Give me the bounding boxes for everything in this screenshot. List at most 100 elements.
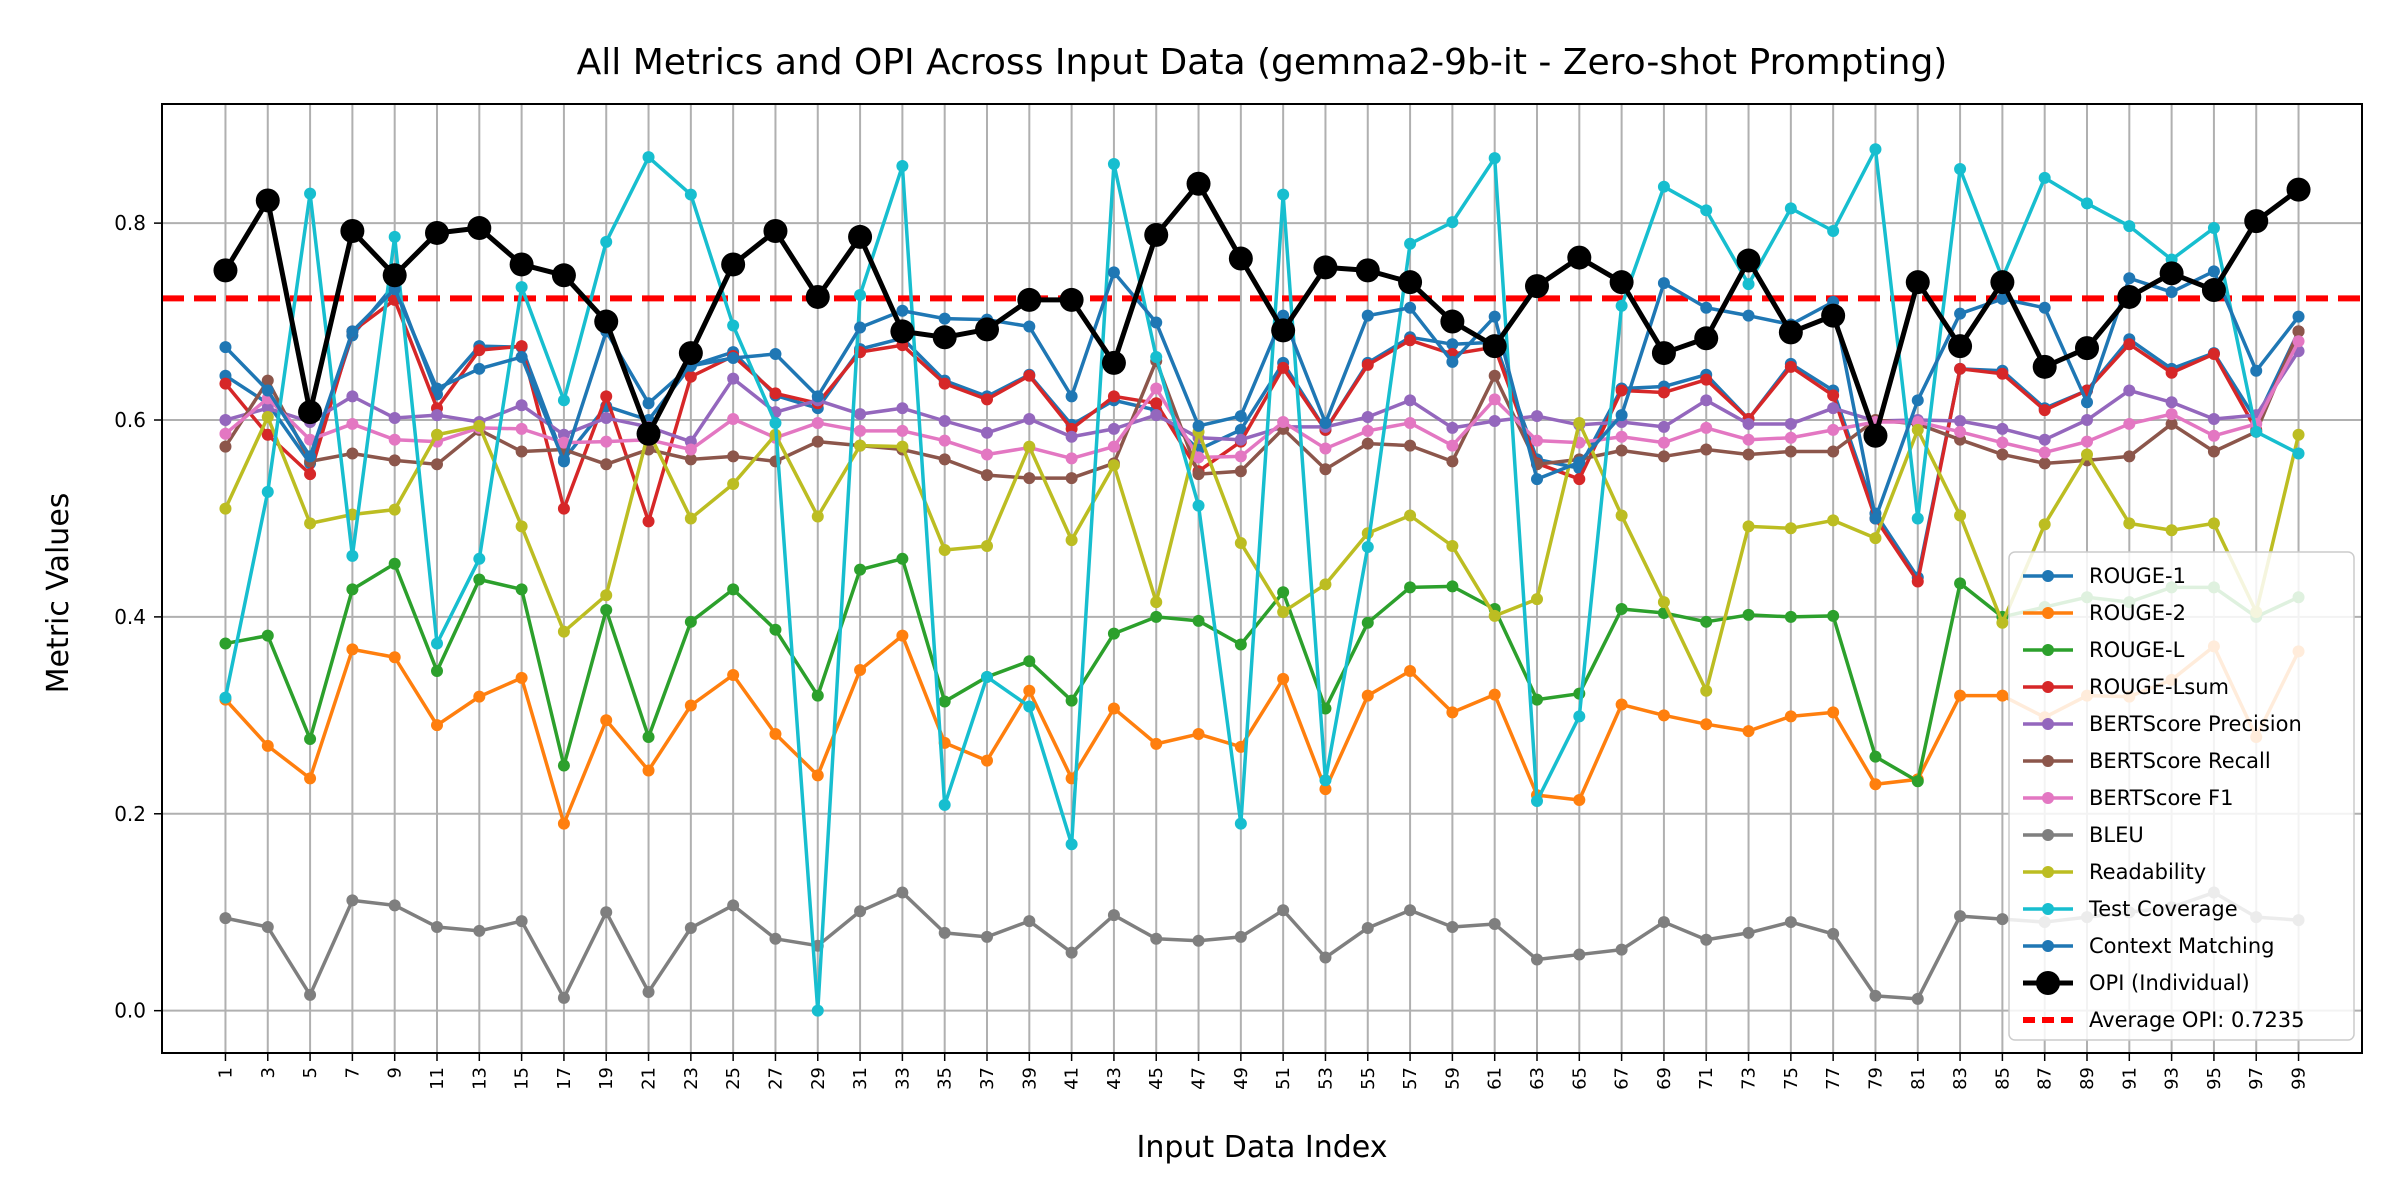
data-point-bertscore-f1: [2165, 408, 2178, 421]
data-point-bertscore-f1: [981, 448, 993, 461]
data-point-context-matching: [1023, 320, 1036, 333]
data-point-rouge-2: [346, 643, 359, 656]
data-point-rouge-l: [938, 695, 951, 708]
x-tick-label: 23: [681, 1067, 702, 1090]
data-point-test-coverage: [2038, 171, 2051, 184]
data-point-bertscore-recall: [1023, 472, 1036, 485]
x-tick-label: 31: [850, 1067, 871, 1090]
data-point-rouge-l: [1150, 610, 1163, 623]
data-point-bertscore-precision: [1700, 394, 1713, 407]
data-point-context-matching: [1657, 277, 1670, 290]
data-point-bertscore-precision: [938, 414, 951, 427]
data-point-bertscore-f1: [1827, 423, 1840, 436]
x-tick-label: 61: [1485, 1067, 1506, 1090]
x-tick-label: 99: [2289, 1067, 2310, 1090]
data-point-test-coverage: [1615, 299, 1628, 312]
data-point-bertscore-recall: [1192, 468, 1205, 481]
data-point-context-matching: [642, 397, 655, 410]
data-point-readability: [1023, 440, 1036, 453]
data-point-context-matching: [2038, 301, 2051, 314]
data-point-bleu: [938, 926, 951, 939]
data-point-bleu: [1827, 927, 1840, 940]
data-point-rouge-lsum: [1277, 361, 1290, 374]
data-point-bleu: [431, 920, 443, 933]
data-point-rouge-lsum: [1911, 575, 1924, 588]
data-point-rouge-lsum: [1784, 360, 1797, 373]
data-point-bertscore-precision: [854, 408, 867, 421]
data-point-rouge-lsum: [261, 428, 274, 441]
data-point-rouge-lsum: [1827, 389, 1840, 402]
data-point-opi-individual: [805, 284, 830, 309]
data-point-context-matching: [1319, 416, 1332, 429]
data-point-bertscore-f1: [1954, 425, 1967, 438]
data-point-readability: [2207, 517, 2220, 530]
data-point-opi-individual: [1271, 318, 1296, 343]
data-point-opi-individual: [1017, 287, 1042, 312]
data-point-bleu: [1531, 953, 1543, 966]
data-point-readability: [854, 439, 867, 452]
data-point-opi-individual: [2201, 278, 2226, 303]
data-point-rouge-l: [1023, 655, 1036, 668]
data-point-opi-individual: [636, 421, 661, 446]
data-point-readability: [981, 540, 993, 553]
data-point-context-matching: [1150, 316, 1163, 329]
data-point-readability: [600, 589, 613, 602]
data-point-rouge-l: [1192, 614, 1205, 627]
data-point-bleu: [727, 899, 740, 912]
x-tick-label: 19: [596, 1067, 617, 1090]
data-point-readability: [1107, 459, 1120, 472]
data-point-rouge-2: [1657, 709, 1670, 722]
legend-label-average-opi: Average OPI: 0.7235: [2089, 1008, 2305, 1032]
data-point-bertscore-precision: [1784, 417, 1797, 430]
data-point-rouge-2: [1615, 698, 1628, 711]
x-tick-label: 97: [2246, 1067, 2267, 1090]
data-point-bleu: [1657, 916, 1670, 929]
data-point-opi-individual: [721, 252, 746, 277]
data-point-rouge-2: [1150, 737, 1163, 750]
data-point-test-coverage: [261, 485, 274, 498]
data-point-bertscore-precision: [1531, 410, 1543, 423]
data-point-opi-individual: [509, 252, 534, 277]
x-tick-label: 65: [1569, 1067, 1590, 1090]
data-point-test-coverage: [304, 187, 317, 200]
data-point-readability: [811, 510, 824, 523]
data-point-context-matching: [1700, 301, 1713, 314]
data-point-readability: [1784, 522, 1797, 535]
data-point-rouge-lsum: [1615, 384, 1628, 397]
data-point-test-coverage: [1954, 162, 1967, 175]
data-point-bleu: [854, 905, 867, 918]
data-point-rouge-l: [1234, 638, 1247, 651]
data-point-bleu: [1234, 930, 1247, 943]
data-point-opi-individual: [975, 317, 999, 342]
data-point-rouge-2: [1784, 710, 1797, 723]
data-point-bertscore-recall: [2038, 457, 2051, 470]
data-point-context-matching: [896, 304, 909, 317]
data-point-test-coverage: [2123, 220, 2136, 233]
data-point-bertscore-f1: [2081, 435, 2093, 448]
data-point-bertscore-precision: [2165, 396, 2178, 409]
data-point-bleu: [769, 932, 782, 945]
data-point-readability: [1277, 605, 1290, 618]
data-point-bertscore-precision: [1065, 430, 1078, 443]
data-point-opi-individual: [848, 224, 873, 249]
data-point-rouge-2: [1319, 783, 1332, 796]
data-point-opi-individual: [2244, 209, 2269, 234]
data-point-readability: [1657, 596, 1670, 609]
data-point-rouge-lsum: [304, 468, 317, 481]
legend-marker-rouge-2: [2042, 607, 2054, 619]
y-tick-label: 0.2: [114, 802, 146, 826]
data-point-context-matching: [2081, 396, 2093, 409]
data-point-test-coverage: [981, 670, 993, 683]
data-point-rouge-lsum: [2038, 404, 2051, 417]
data-point-bertscore-f1: [2038, 446, 2051, 459]
data-point-rouge-lsum: [938, 377, 951, 390]
data-point-bleu: [1700, 933, 1713, 946]
data-point-bertscore-precision: [896, 402, 909, 415]
data-point-test-coverage: [388, 230, 401, 243]
series-line-bertscore-precision: [224, 350, 2300, 444]
data-point-bertscore-precision: [1446, 421, 1459, 434]
data-point-rouge-l: [1319, 702, 1332, 715]
data-point-bleu: [304, 988, 317, 1001]
data-point-bleu: [1107, 909, 1120, 922]
data-point-rouge-2: [1277, 672, 1290, 685]
